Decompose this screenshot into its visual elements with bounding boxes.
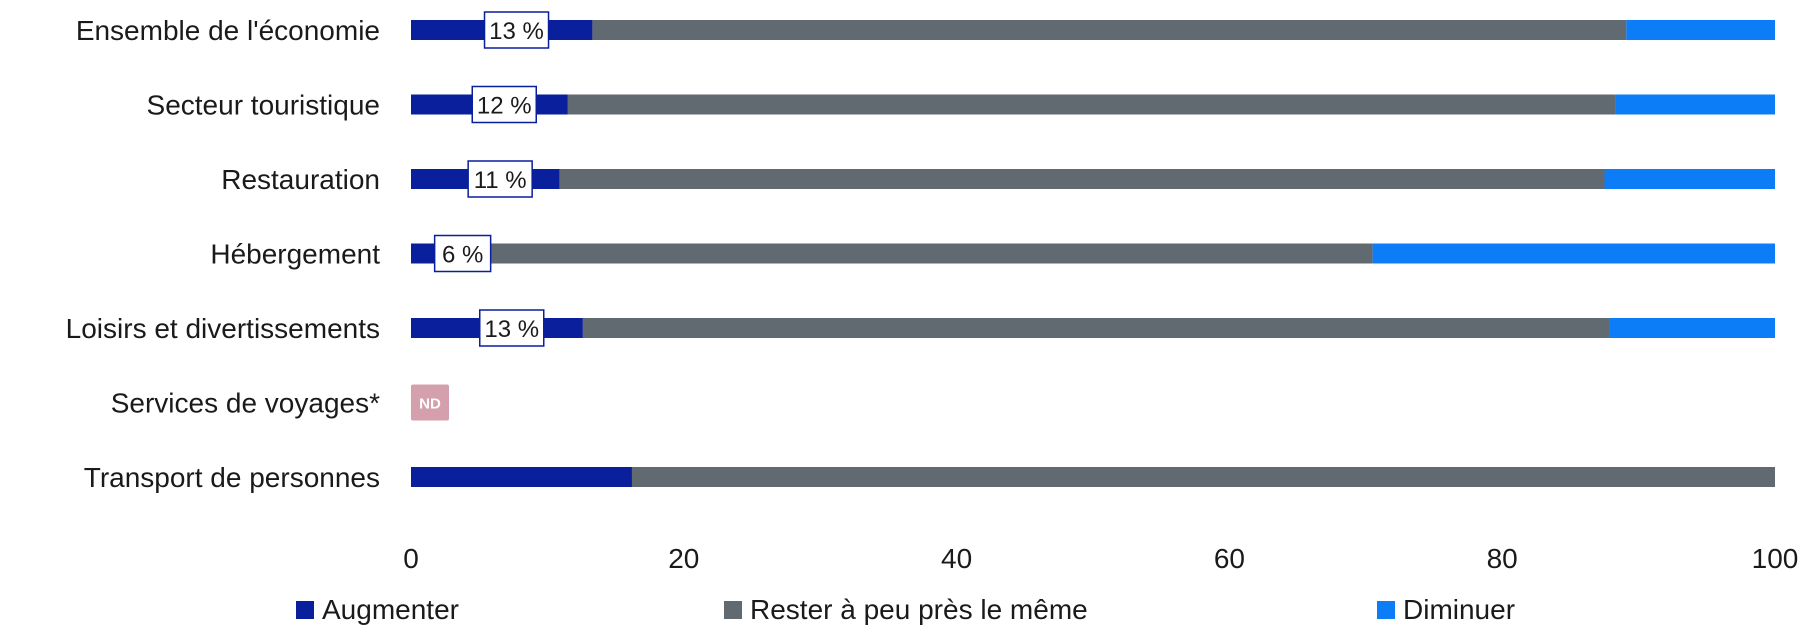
bar-segment: [567, 94, 1616, 115]
not-available-badge: [411, 384, 449, 421]
legend-item-label[interactable]: Rester à peu près le même: [750, 594, 1088, 625]
data-labels: 13 % 12 % 11 % 6 % 13 %: [433, 11, 550, 347]
legend[interactable]: Augmenter Rester à peu près le même Diminu…: [296, 594, 1515, 625]
bar-segment: [592, 20, 1627, 40]
data-label-box: [483, 11, 550, 49]
category-label: Restauration: [221, 164, 380, 195]
bar-segment: [582, 318, 1610, 338]
bar-segment: [631, 467, 1775, 487]
bar-segment: [1372, 243, 1775, 264]
x-tick-label: 60: [1214, 543, 1245, 574]
category-label: Ensemble de l'économie: [76, 15, 380, 46]
x-tick-label: 40: [941, 543, 972, 574]
x-axis-ticks: 0 20 40 60 80 100: [403, 543, 1798, 574]
legend-item-label[interactable]: Augmenter: [322, 594, 459, 625]
x-tick-label: 0: [403, 543, 419, 574]
x-tick-label: 80: [1487, 543, 1518, 574]
category-label: Hébergement: [210, 239, 380, 270]
data-label: 12 %: [477, 93, 532, 120]
category-label: Loisirs et divertissements: [66, 313, 380, 344]
x-tick-label: 100: [1752, 543, 1799, 574]
data-label-box: [433, 234, 492, 273]
category-label: Secteur touristique: [147, 90, 380, 121]
data-label-box: [467, 160, 533, 198]
bar-segment: [1609, 318, 1775, 338]
legend-item-label[interactable]: Diminuer: [1403, 594, 1515, 625]
data-label-box: [479, 309, 545, 347]
bar-segment: [411, 467, 632, 487]
category-labels: Ensemble de l'économie Secteur touristiqu…: [66, 15, 381, 493]
data-label: 11 %: [474, 167, 527, 194]
legend-swatch: [724, 601, 742, 619]
category-label: Transport de personnes: [84, 462, 380, 493]
category-label: Services de voyages*: [111, 388, 380, 419]
bar-segment: [1604, 169, 1775, 189]
x-tick-label: 20: [668, 543, 699, 574]
not-available-label: ND: [419, 396, 441, 413]
legend-swatch: [1377, 601, 1395, 619]
data-label: 6 %: [442, 242, 483, 269]
bars-group: ND: [411, 20, 1775, 487]
legend-swatch: [296, 601, 314, 619]
data-label-box: [471, 85, 537, 124]
bar-segment: [1615, 94, 1775, 115]
bar-segment: [484, 243, 1373, 264]
bar-segment: [559, 169, 1605, 189]
bar-segment: [1626, 20, 1775, 40]
data-label: 13 %: [489, 18, 544, 45]
data-label: 13 %: [484, 316, 539, 343]
